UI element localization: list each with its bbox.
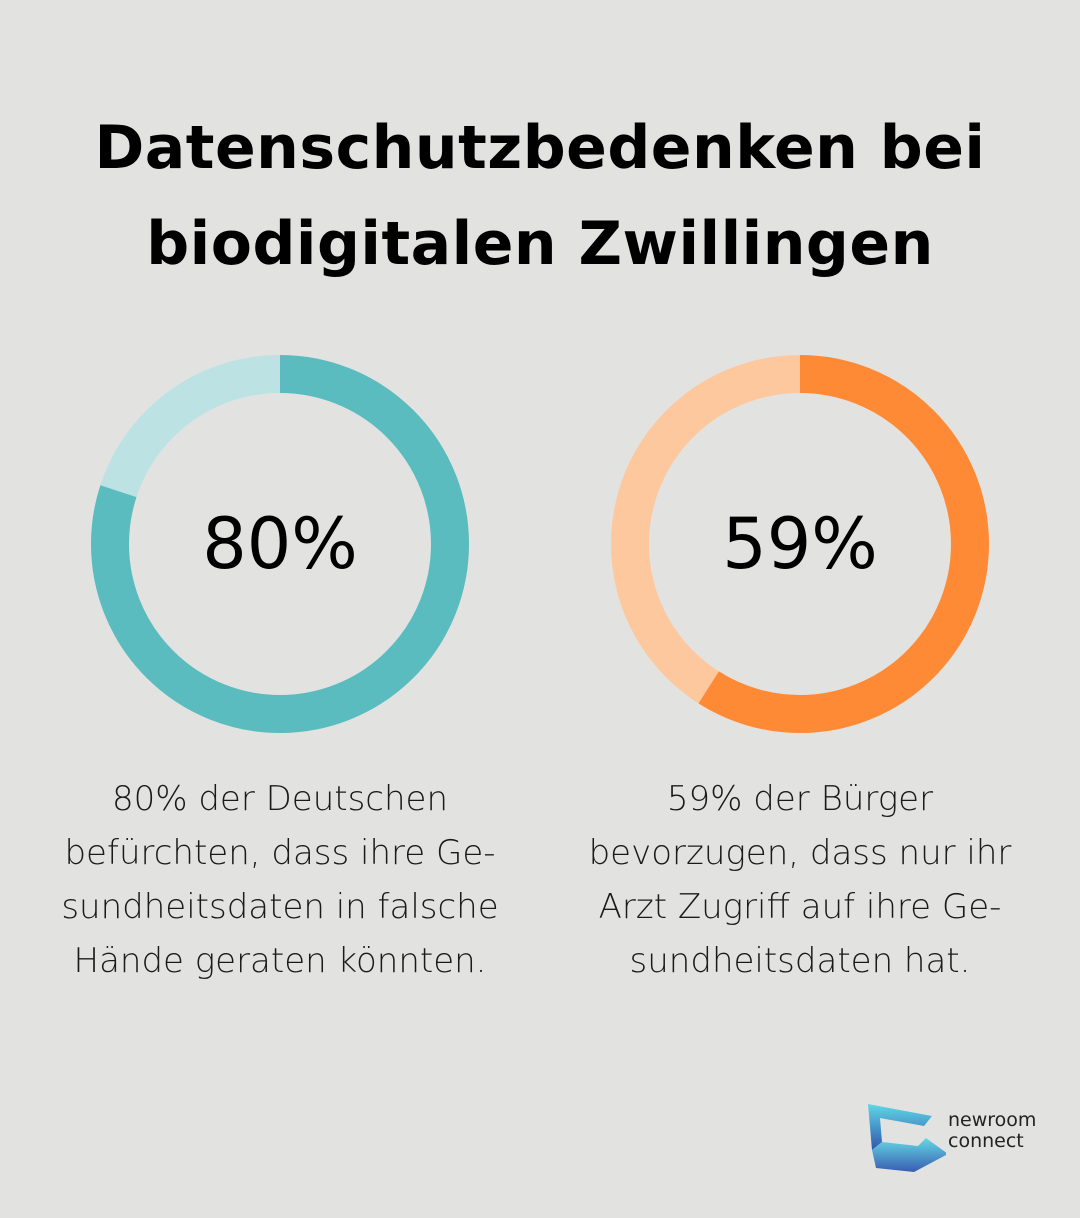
donut-arc-right [611,355,989,733]
newroom-logo-icon [868,1104,948,1172]
title-line-1: Datenschutzbedenken bei [94,113,986,183]
caption-right-line-4: sundheitsdaten hat. [629,941,971,981]
donut-arc-left [91,355,469,733]
logo-mark-bottom [872,1138,948,1172]
caption-left-line-2: befürchten, dass ihre Ge- [64,833,496,873]
page-title: Datenschutzbedenken bei biodigitalen Zwi… [0,100,1080,292]
logo: newroom connect [866,1102,1046,1176]
caption-right-line-3: Arzt Zugriff auf ihre Ge- [598,887,1002,927]
caption-left: 80% der Deutschen befürchten, dass ihre … [30,772,530,988]
logo-text: newroom connect [948,1110,1036,1152]
logo-text-line-1: newroom [948,1109,1037,1131]
caption-right: 59% der Bürger bevorzugen, dass nur ihr … [550,772,1050,988]
caption-left-line-3: sundheitsdaten in falsche [61,887,499,927]
donut-chart-right: 59% [611,355,989,733]
donut-value-label-left: 80% [202,503,358,585]
donut-value-label-right: 59% [722,503,878,585]
donut-chart-left: 80% [91,355,469,733]
caption-left-line-1: 80% der Deutschen [111,779,449,819]
title-line-2: biodigitalen Zwillingen [146,209,934,279]
logo-text-line-2: connect [948,1130,1024,1152]
logo-mark-top [868,1104,932,1150]
caption-right-line-1: 59% der Bürger [666,779,934,819]
caption-left-line-4: Hände geraten könnten. [73,941,487,981]
caption-right-line-2: bevorzugen, dass nur ihr [588,833,1012,873]
